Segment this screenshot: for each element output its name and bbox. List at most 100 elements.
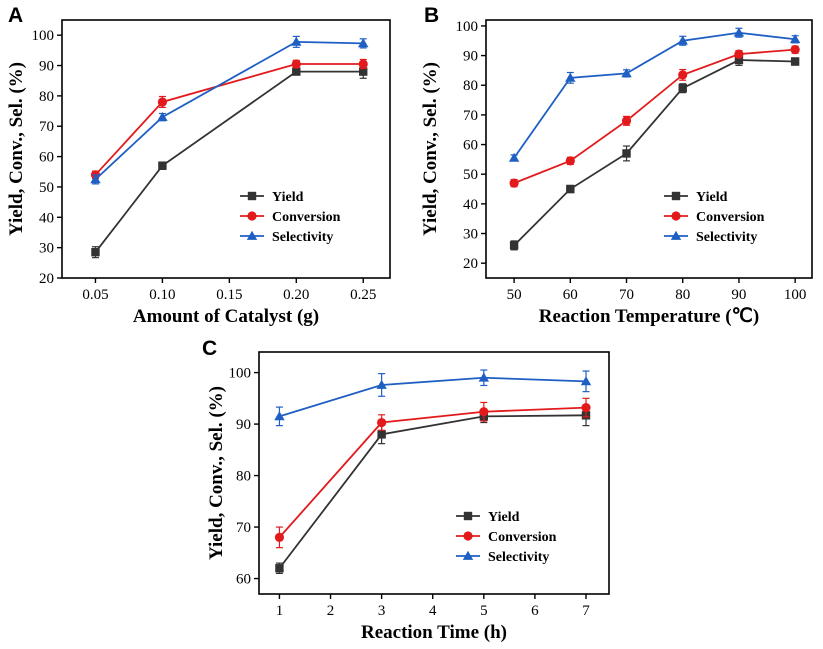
series-line-selectivity: [94, 40, 364, 181]
data-point-conversion: [790, 45, 800, 55]
x-axis-title-a: Amount of Catalyst (g): [133, 306, 319, 327]
legend-marker-conversion: [671, 211, 681, 221]
legend-marker-conversion: [463, 531, 473, 541]
x-tick-label-c: 2: [327, 603, 335, 619]
series-line-yield: [94, 70, 364, 253]
x-tick-label-b: 90: [731, 287, 746, 303]
y-tick-label-a: 50: [39, 180, 54, 196]
legend-marker-conversion: [247, 211, 257, 221]
panel-c: C 1 2 3 4 5 6 7 60 70 80 90 100 Reaction Time (h) Yiel…: [202, 337, 610, 643]
x-tick-label-b: 100: [784, 287, 807, 303]
data-point-conversion: [157, 97, 168, 107]
y-tick-label-b: 70: [463, 108, 478, 124]
series-selectivity-c: [274, 369, 592, 427]
y-tick-label-a: 30: [39, 241, 54, 257]
y-tick-label-a: 60: [39, 150, 54, 166]
panel-label-c: C: [202, 337, 217, 360]
legend-label-yield: Yield: [272, 190, 304, 205]
data-point-selectivity: [274, 411, 285, 421]
y-tick-label-c: 100: [229, 366, 252, 382]
y-axis-title-b: Yield, Conv., Sel. (%): [420, 62, 441, 236]
x-tick-label-a: 0.20: [283, 287, 309, 303]
data-point-selectivity: [90, 174, 101, 184]
y-tick-label-c: 90: [236, 417, 251, 433]
data-point-conversion: [621, 116, 632, 126]
legend-label-conversion: Conversion: [488, 530, 557, 545]
series-conversion-c: [274, 397, 591, 549]
y-tick-label-a: 20: [39, 271, 54, 287]
y-axis-title-c: Yield, Conv., Sel. (%): [206, 386, 227, 560]
series-line-yield: [513, 59, 796, 247]
series-line-selectivity: [513, 31, 796, 159]
y-tick-label-b: 80: [463, 78, 478, 94]
series-line-selectivity: [279, 376, 587, 418]
legend-marker-selectivity: [670, 230, 682, 240]
data-point-yield: [734, 55, 744, 65]
data-point-selectivity: [291, 36, 302, 46]
y-tick-label-b: 50: [463, 167, 478, 183]
plot-frame-a: [61, 19, 391, 279]
x-tick-label-a: 0.05: [82, 287, 108, 303]
series-line-conversion: [513, 48, 796, 184]
series-selectivity-b: [508, 27, 801, 162]
legend-marker-selectivity: [462, 550, 474, 560]
data-point-conversion: [581, 403, 591, 413]
data-point-conversion: [479, 407, 489, 417]
legend-label-selectivity: Selectivity: [488, 550, 549, 565]
x-tick-label-c: 3: [378, 603, 386, 619]
y-tick-label-b: 40: [463, 197, 478, 213]
x-tick-label-c: 6: [531, 603, 539, 619]
x-tick-label-a: 0.15: [216, 287, 242, 303]
y-tick-label-c: 70: [236, 520, 251, 536]
series-line-conversion: [94, 63, 364, 176]
x-tick-label-c: 1: [276, 603, 284, 619]
x-tick-label-b: 80: [675, 287, 690, 303]
y-tick-label-b: 90: [463, 49, 478, 65]
panel-b: B 50 60 70 80 90 100 20 30 40 50 60 70 80 90 100 Reactio…: [420, 4, 813, 327]
panel-label-a: A: [8, 4, 23, 27]
x-tick-label-c: 7: [582, 603, 590, 619]
data-point-selectivity: [508, 152, 520, 162]
data-point-conversion: [377, 417, 387, 428]
data-point-yield: [566, 184, 575, 194]
data-point-yield: [509, 241, 519, 250]
data-point-yield: [275, 564, 284, 573]
data-point-conversion: [734, 49, 744, 59]
plot-frame-b: [485, 19, 813, 279]
legend-marker-yield: [247, 191, 257, 201]
data-point-yield: [377, 430, 386, 439]
data-point-conversion: [509, 178, 519, 188]
y-tick-label-a: 40: [39, 210, 54, 226]
legend-marker-yield: [671, 191, 681, 201]
data-point-yield: [622, 149, 631, 158]
x-tick-label-b: 60: [563, 287, 578, 303]
series-line-yield: [278, 414, 587, 569]
data-point-selectivity: [580, 376, 592, 386]
x-axis-title-b: Reaction Temperature (℃): [539, 306, 759, 327]
data-point-selectivity: [733, 27, 745, 37]
legend-label-selectivity: Selectivity: [272, 230, 333, 245]
data-point-yield: [790, 57, 800, 66]
y-tick-label-b: 20: [463, 256, 478, 272]
y-tick-label-a: 70: [39, 119, 54, 135]
y-tick-label-c: 80: [236, 469, 251, 485]
data-point-conversion: [291, 59, 301, 69]
x-tick-label-a: 0.10: [149, 287, 175, 303]
y-tick-label-a: 90: [39, 59, 54, 75]
data-point-yield: [292, 67, 301, 76]
data-point-yield: [158, 161, 167, 170]
data-point-selectivity: [376, 379, 387, 389]
data-point-selectivity: [157, 111, 168, 122]
series-conversion-b: [509, 45, 800, 188]
legend-marker-selectivity: [246, 230, 258, 240]
legend-label-selectivity: Selectivity: [696, 230, 757, 245]
data-point-selectivity: [478, 372, 490, 382]
y-axis-title-a: Yield, Conv., Sel. (%): [6, 62, 27, 236]
series-selectivity-a: [90, 35, 369, 185]
x-axis-title-c: Reaction Time (h): [361, 622, 507, 643]
panel-label-b: B: [424, 4, 439, 27]
x-tick-label-a: 0.25: [350, 287, 376, 303]
y-tick-label-a: 80: [39, 89, 54, 105]
series-yield-a: [91, 64, 368, 259]
